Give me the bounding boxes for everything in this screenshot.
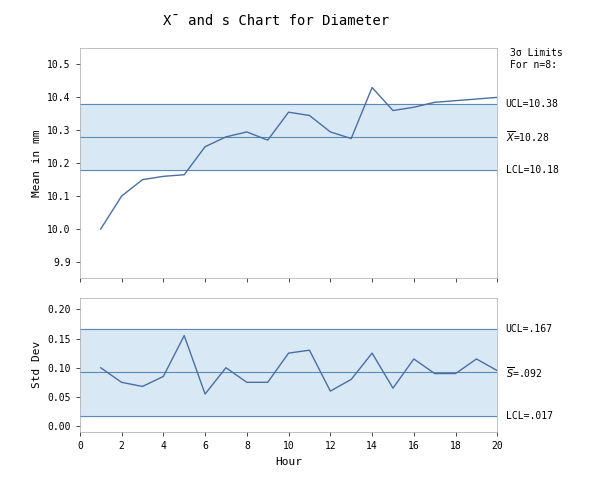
X-axis label: Hour: Hour (275, 456, 302, 467)
Text: X̄ and s Chart for Diameter: X̄ and s Chart for Diameter (163, 14, 389, 28)
Text: UCL=.167: UCL=.167 (506, 324, 553, 334)
Bar (80, 329, 497, 416)
Text: LCL=10.18: LCL=10.18 (506, 165, 559, 175)
Bar (80, 104, 497, 170)
Text: UCL=10.38: UCL=10.38 (506, 99, 559, 109)
Text: $\overline{S}$=.092: $\overline{S}$=.092 (506, 365, 542, 380)
Y-axis label: Mean in mm: Mean in mm (32, 130, 42, 197)
Text: $\overline{X}$=10.28: $\overline{X}$=10.28 (506, 130, 550, 144)
Text: LCL=.017: LCL=.017 (506, 411, 553, 421)
Text: 3σ Limits
For n=8:: 3σ Limits For n=8: (510, 48, 562, 70)
Y-axis label: Std Dev: Std Dev (32, 341, 42, 388)
